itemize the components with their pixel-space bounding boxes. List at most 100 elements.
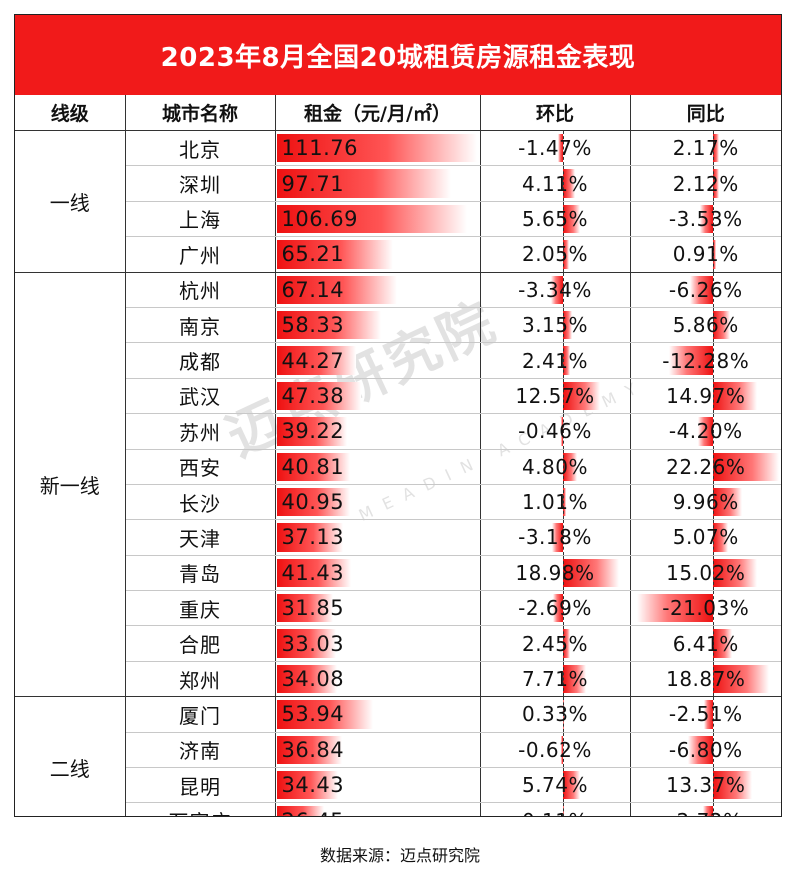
- yoy-bar: [703, 806, 713, 816]
- table-row: 南京 58.33 3.15% 5.86%: [15, 307, 781, 344]
- rent-bar: [276, 169, 452, 198]
- mom-bar: [563, 169, 576, 198]
- table-row: 西安 40.81 4.80% 22.26%: [15, 449, 781, 485]
- yoy-bar: [703, 700, 713, 729]
- yoy-value: 6.41%: [672, 631, 739, 656]
- table-row: 昆明 34.43 5.74% 13.37%: [15, 767, 781, 804]
- rent-cell: 26.45: [275, 802, 481, 816]
- yoy-zero-axis: [713, 201, 714, 237]
- mom-cell: -3.18%: [480, 519, 631, 556]
- yoy-cell: -4.20%: [630, 413, 781, 450]
- mom-value: -3.34%: [518, 277, 592, 302]
- mom-bar: [563, 346, 571, 375]
- rent-value: 44.27: [281, 348, 345, 373]
- yoy-value: 13.37%: [666, 773, 746, 798]
- mom-value: 4.80%: [521, 454, 589, 479]
- mom-cell: 12.57%: [480, 378, 631, 415]
- yoy-zero-axis: [713, 520, 714, 555]
- rent-value: 41.43: [281, 560, 345, 585]
- yoy-zero-axis: [713, 484, 714, 520]
- mom-value: 1.01%: [521, 490, 589, 515]
- rent-bar: [276, 204, 468, 234]
- mom-cell: 4.11%: [480, 165, 631, 202]
- table-frame: 2023年8月全国20城租赁房源租金表现 迈点研究院 MEADIN ACADEM…: [14, 14, 782, 817]
- city-name: 深圳: [125, 165, 276, 202]
- yoy-bar: [713, 381, 758, 411]
- mom-value: 3.15%: [521, 313, 589, 338]
- rent-value: 39.22: [281, 419, 345, 444]
- rent-value: 47.38: [281, 383, 345, 408]
- yoy-cell: 18.87%: [630, 661, 781, 698]
- mom-bar: [553, 594, 563, 623]
- city-name: 苏州: [125, 413, 276, 450]
- yoy-zero-axis: [713, 272, 714, 307]
- city-name: 济南: [125, 732, 276, 769]
- table-row: 天津 37.13 -3.18% 5.07%: [15, 519, 781, 556]
- mom-cell: -3.34%: [480, 272, 631, 308]
- city-name: 昆明: [125, 767, 276, 804]
- yoy-bar: [636, 594, 713, 623]
- yoy-value: 2.17%: [672, 136, 739, 161]
- mom-zero-axis: [563, 697, 564, 732]
- mom-zero-axis: [563, 803, 564, 816]
- mom-bar: [563, 240, 570, 269]
- table-row: 长沙 40.95 1.01% 9.96%: [15, 484, 781, 521]
- header-mom: 环比: [480, 95, 631, 131]
- city-name: 杭州: [125, 272, 276, 308]
- tier-label: 一线: [15, 130, 126, 273]
- mom-value: 18.98%: [515, 560, 595, 585]
- mom-zero-axis: [563, 166, 564, 201]
- rent-table: 线级 城市名称 租金（元/月/㎡） 环比 同比 一线 北京 111.76 -1.47%…: [15, 95, 781, 816]
- rent-cell: 36.84: [275, 732, 481, 769]
- mom-cell: 7.71%: [480, 661, 631, 698]
- mom-bar: [551, 523, 563, 552]
- rent-bar: [276, 346, 356, 375]
- table-row: 合肥 33.03 2.45% 6.41%: [15, 625, 781, 662]
- mom-zero-axis: [563, 272, 564, 307]
- yoy-cell: 6.41%: [630, 625, 781, 662]
- mom-bar: [557, 134, 563, 163]
- mom-cell: 0.11%: [480, 802, 631, 816]
- mom-value: -2.69%: [518, 596, 592, 621]
- table-row: 济南 36.84 -0.62% -6.80%: [15, 732, 781, 769]
- mom-bar: [563, 310, 573, 340]
- yoy-bar: [713, 169, 720, 198]
- yoy-bar: [713, 523, 728, 552]
- rent-bar: [276, 134, 477, 163]
- mom-value: 0.11%: [522, 809, 588, 816]
- yoy-cell: 22.26%: [630, 449, 781, 485]
- rent-bar: [276, 275, 397, 304]
- mom-cell: 5.74%: [480, 767, 631, 804]
- rent-cell: 97.71: [275, 165, 481, 202]
- city-name: 广州: [125, 236, 276, 273]
- yoy-value: 14.97%: [666, 383, 746, 408]
- rent-value: 34.08: [281, 667, 345, 692]
- table-row: 苏州 39.22 -0.46% -4.20%: [15, 413, 781, 450]
- rent-cell: 34.43: [275, 767, 481, 804]
- yoy-cell: 5.86%: [630, 307, 781, 344]
- header-row: 线级 城市名称 租金（元/月/㎡） 环比 同比: [15, 95, 781, 131]
- rent-value: 65.21: [281, 242, 345, 267]
- yoy-value: 22.26%: [666, 454, 746, 479]
- rent-cell: 34.08: [275, 661, 481, 698]
- mom-cell: 4.80%: [480, 449, 631, 485]
- rent-cell: 67.14: [275, 272, 481, 308]
- mom-zero-axis: [563, 555, 564, 591]
- rent-cell: 106.69: [275, 201, 481, 238]
- mom-zero-axis: [563, 520, 564, 555]
- yoy-bar: [713, 134, 720, 163]
- rent-value: 40.95: [281, 490, 345, 515]
- yoy-cell: -6.26%: [630, 272, 781, 308]
- rent-bar: [276, 664, 338, 694]
- mom-cell: 0.33%: [480, 696, 631, 733]
- rent-cell: 41.43: [275, 555, 481, 592]
- yoy-value: 15.02%: [666, 560, 746, 585]
- yoy-cell: 2.17%: [630, 130, 781, 167]
- yoy-cell: -2.51%: [630, 696, 781, 733]
- mom-value: 5.74%: [521, 773, 589, 798]
- table-body: 一线 北京 111.76 -1.47% 2.17% 深圳 97.71 4.11% 2.12% 上海…: [15, 130, 781, 816]
- mom-zero-axis: [563, 307, 564, 343]
- table-row: 广州 65.21 2.05% 0.91%: [15, 236, 781, 273]
- city-name: 青岛: [125, 555, 276, 592]
- yoy-cell: 2.12%: [630, 165, 781, 202]
